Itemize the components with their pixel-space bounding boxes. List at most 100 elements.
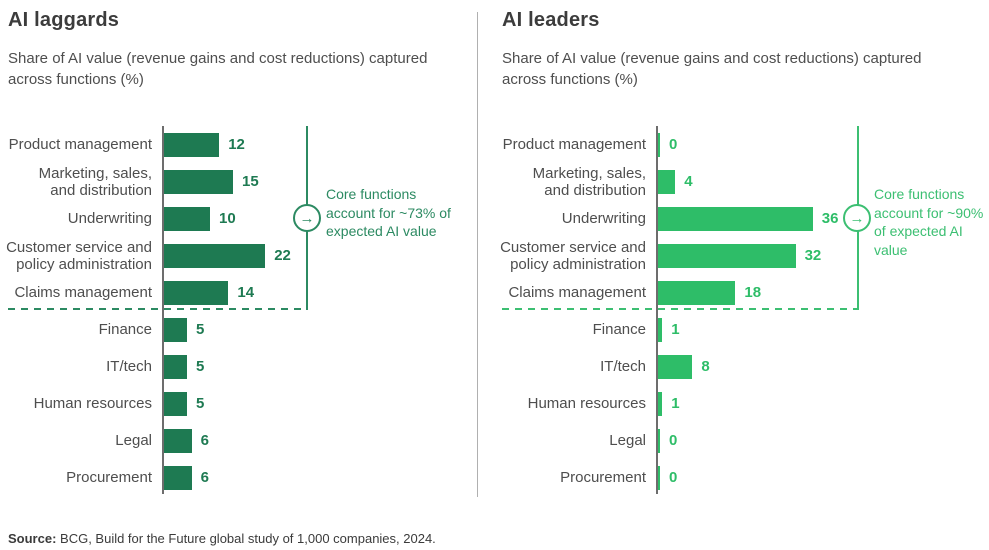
panel-divider bbox=[477, 12, 478, 497]
chart-row: Human resources 1 bbox=[494, 385, 989, 422]
bar-track: 36 bbox=[646, 206, 989, 231]
bar-track: 0 bbox=[646, 428, 989, 453]
value-label: 8 bbox=[701, 358, 710, 375]
category-label: Marketing, sales, and distribution bbox=[38, 164, 152, 199]
value-label: 14 bbox=[237, 284, 255, 301]
chart-row: Legal 0 bbox=[494, 422, 989, 459]
category-label: Claims management bbox=[508, 284, 646, 301]
category-label: Underwriting bbox=[561, 210, 646, 227]
category-label: Finance bbox=[98, 321, 152, 338]
value-label: 1 bbox=[671, 321, 680, 338]
value-label: 5 bbox=[196, 321, 205, 338]
value-label: 36 bbox=[821, 210, 839, 227]
annotation-circle: → bbox=[293, 204, 321, 232]
value-bar bbox=[164, 391, 187, 416]
core-divider-dashed-line bbox=[502, 308, 859, 310]
bar-track: 5 bbox=[152, 391, 478, 416]
value-label: 0 bbox=[669, 136, 678, 153]
bar-track: 18 bbox=[646, 280, 989, 305]
bar-track: 10 bbox=[152, 206, 478, 231]
chart-row: Underwriting 10 bbox=[0, 200, 478, 237]
category-label: Human resources bbox=[33, 395, 152, 412]
category-label: Product management bbox=[502, 136, 646, 153]
panel-ai-leaders: AI leaders Share of AI value (revenue ga… bbox=[494, 0, 989, 550]
value-label: 1 bbox=[671, 395, 680, 412]
bar-track: 22 bbox=[152, 243, 478, 268]
category-label: Marketing, sales, and distribution bbox=[532, 164, 646, 199]
bar-track: 6 bbox=[152, 428, 478, 453]
panel-subtitle: Share of AI value (revenue gains and cos… bbox=[502, 50, 922, 88]
chart-row: Procurement 6 bbox=[0, 459, 478, 496]
value-bar bbox=[658, 428, 660, 453]
bar-track: 5 bbox=[152, 317, 478, 342]
category-label: Human resources bbox=[527, 395, 646, 412]
bar-track: 0 bbox=[646, 465, 989, 490]
axis-line bbox=[656, 126, 658, 494]
value-bar bbox=[164, 280, 229, 305]
source-text: BCG, Build for the Future global study o… bbox=[56, 531, 436, 546]
bar-track: 12 bbox=[152, 132, 478, 157]
chart-row: Procurement 0 bbox=[494, 459, 989, 496]
chart-row: Customer service and policy administrati… bbox=[0, 237, 478, 274]
value-bar bbox=[164, 243, 266, 268]
bar-track: 14 bbox=[152, 280, 478, 305]
bar-track: 8 bbox=[646, 354, 989, 379]
value-bar bbox=[658, 317, 663, 342]
bar-track: 5 bbox=[152, 354, 478, 379]
value-label: 6 bbox=[200, 432, 209, 449]
bar-track: 6 bbox=[152, 465, 478, 490]
value-bar bbox=[658, 391, 663, 416]
chart-row: Human resources 5 bbox=[0, 385, 478, 422]
arrow-right-icon: → bbox=[299, 209, 315, 227]
chart-row: Finance 5 bbox=[0, 311, 478, 348]
category-label: Legal bbox=[115, 432, 152, 449]
chart-row: Product management 12 bbox=[0, 126, 478, 163]
value-bar bbox=[164, 354, 187, 379]
bar-chart: Product management 0 Marketing, sales, and… bbox=[494, 126, 989, 496]
bar-track: 4 bbox=[646, 169, 989, 194]
annotation-circle: → bbox=[843, 204, 871, 232]
value-bar bbox=[658, 169, 676, 194]
category-label: Procurement bbox=[560, 469, 646, 486]
category-label: Legal bbox=[609, 432, 646, 449]
value-label: 18 bbox=[744, 284, 762, 301]
category-label: Underwriting bbox=[67, 210, 152, 227]
bar-track: 1 bbox=[646, 391, 989, 416]
bar-track: 0 bbox=[646, 132, 989, 157]
core-functions-annotation: Core functions account for ~73% of expec… bbox=[326, 186, 451, 239]
bar-track: 32 bbox=[646, 243, 989, 268]
chart-row: Marketing, sales, and distribution 15 bbox=[0, 163, 478, 200]
value-bar bbox=[164, 317, 187, 342]
value-label: 6 bbox=[200, 469, 209, 486]
chart-row: Legal 6 bbox=[0, 422, 478, 459]
core-functions-annotation: Core functions account for ~90% of expec… bbox=[874, 186, 984, 258]
category-label: Customer service and policy administrati… bbox=[500, 238, 646, 273]
value-label: 10 bbox=[219, 210, 236, 227]
bar-track: 15 bbox=[152, 169, 478, 194]
axis-line bbox=[162, 126, 164, 494]
value-bar bbox=[164, 206, 210, 231]
category-label: IT/tech bbox=[106, 358, 152, 375]
arrow-right-icon: → bbox=[849, 209, 865, 227]
value-bar bbox=[164, 132, 220, 157]
value-bar bbox=[658, 132, 660, 157]
value-bar bbox=[164, 169, 233, 194]
value-label: 4 bbox=[684, 173, 693, 190]
category-label: IT/tech bbox=[600, 358, 646, 375]
value-label: 0 bbox=[669, 469, 678, 486]
bar-track: 1 bbox=[646, 317, 989, 342]
value-bar bbox=[658, 465, 660, 490]
value-label: 12 bbox=[228, 136, 245, 153]
value-bar bbox=[658, 280, 736, 305]
panel-title: AI leaders bbox=[502, 9, 600, 31]
bar-chart: Product management 12 Marketing, sales, an… bbox=[0, 126, 478, 496]
chart-row: Product management 0 bbox=[494, 126, 989, 163]
source-note: Source: BCG, Build for the Future global… bbox=[8, 531, 436, 546]
value-bar bbox=[164, 428, 192, 453]
core-divider-dashed-line bbox=[8, 308, 308, 310]
value-label: 0 bbox=[669, 432, 678, 449]
chart-row: Customer service and policy administrati… bbox=[494, 237, 989, 274]
category-label: Product management bbox=[8, 136, 152, 153]
panel-subtitle: Share of AI value (revenue gains and cos… bbox=[8, 50, 428, 88]
